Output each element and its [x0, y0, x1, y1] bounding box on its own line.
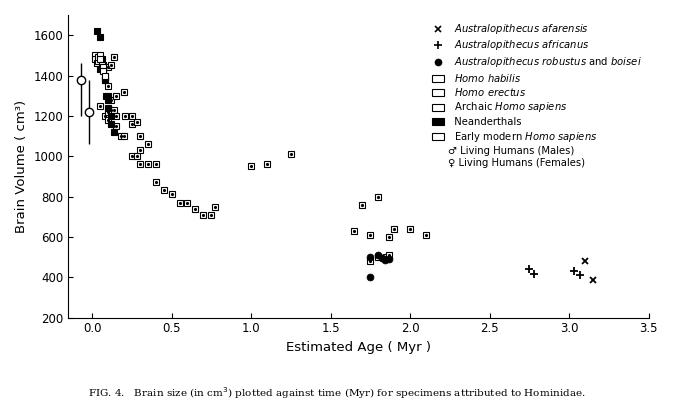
- Y-axis label: Brain Volume ( cm³): Brain Volume ( cm³): [15, 100, 28, 233]
- X-axis label: Estimated Age ( Myr ): Estimated Age ( Myr ): [286, 341, 431, 354]
- Legend:   $\it{Australopithecus\ afarensis}$,   $\it{Australopithecus\ africanus}$,   $\: $\it{Australopithecus\ afarensis}$, $\it…: [430, 20, 644, 170]
- Text: F$\mathregular{IG}$. 4.   Brain size (in cm$^3$) plotted against time (Myr) for : F$\mathregular{IG}$. 4. Brain size (in c…: [87, 385, 586, 401]
